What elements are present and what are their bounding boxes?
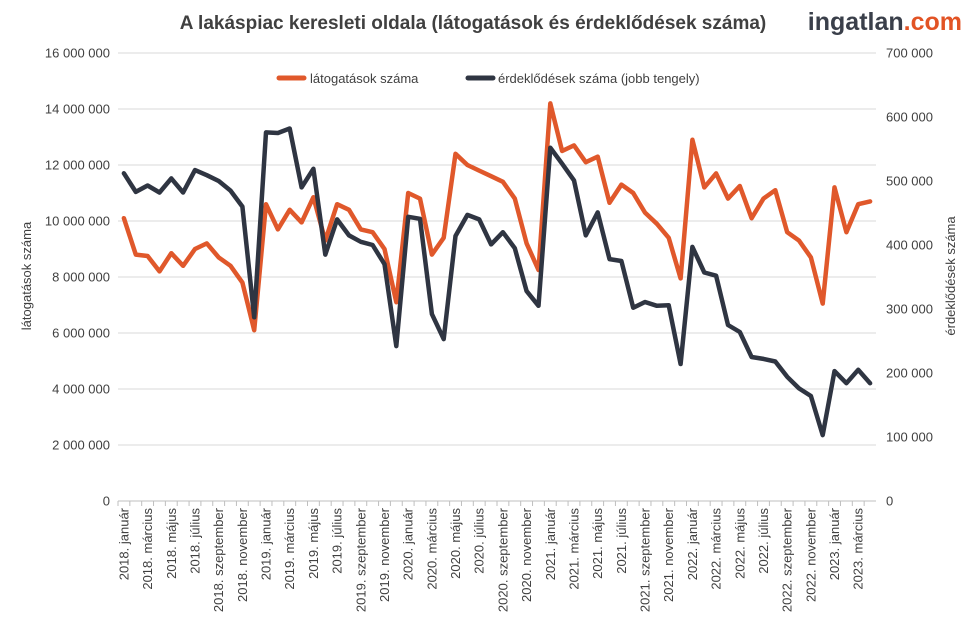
x-tick-label: 2021. január [543, 507, 558, 580]
x-tick-label: 2023. március [851, 508, 866, 590]
x-tick-label: 2020. március [424, 508, 439, 590]
y2-tick-label: 400 000 [886, 238, 933, 253]
x-axis-ticks: 2018. január 2018. március 2018. május 2018… [116, 501, 866, 612]
y-axis-right-ticks: 0 100 000 200 000 300 000 400 000 500 000 600 … [886, 46, 933, 509]
series-line-visits [121, 101, 873, 333]
x-tick-label: 2020. május [448, 508, 463, 579]
x-tick-label: 2019. január [259, 507, 274, 580]
x-tick-label: 2022. július [756, 508, 771, 574]
series-lines [121, 101, 873, 438]
y2-tick-label: 100 000 [886, 430, 933, 445]
y-axis-right-label: érdeklődések száma [943, 216, 958, 336]
x-tick-label: 2022. szeptember [780, 507, 795, 612]
x-tick-label: 2021. május [590, 508, 605, 579]
brand-logo: ingatlan.com [808, 8, 962, 36]
x-tick-label: 2018. május [164, 508, 179, 579]
chart-title: A lakáspiac keresleti oldala (látogatáso… [180, 13, 766, 34]
y-tick-label: 14 000 000 [45, 102, 110, 117]
y-tick-label: 0 [103, 494, 110, 509]
x-tick-label: 2023. január [827, 507, 842, 580]
x-tick-label: 2018. január [116, 507, 131, 580]
x-tick-label: 2021. július [614, 508, 629, 574]
y2-tick-label: 700 000 [886, 46, 933, 61]
x-tick-label: 2019. március [282, 508, 297, 590]
y-tick-label: 10 000 000 [45, 214, 110, 229]
x-tick-label: 2021. március [566, 508, 581, 590]
x-tick-label: 2019. november [377, 507, 392, 602]
x-tick-label: 2022. november [803, 507, 818, 602]
y2-tick-label: 300 000 [886, 302, 933, 317]
y2-tick-label: 200 000 [886, 366, 933, 381]
x-tick-label: 2020. november [519, 507, 534, 602]
y-tick-label: 16 000 000 [45, 46, 110, 61]
brand-logo-part2: .com [904, 8, 962, 36]
y-tick-label: 6 000 000 [52, 326, 110, 341]
x-tick-label: 2020. július [472, 508, 487, 574]
x-tick-label: 2020. január [401, 507, 416, 580]
brand-logo-part1: ingatlan [808, 8, 904, 36]
x-tick-label: 2018. július [187, 508, 202, 574]
x-tick-label: 2021. november [661, 507, 676, 602]
x-tick-label: 2022. január [685, 507, 700, 580]
x-tick-label: 2019. július [330, 508, 345, 574]
y-tick-label: 8 000 000 [52, 270, 110, 285]
x-tick-label: 2018. március [140, 508, 155, 590]
y2-tick-label: 600 000 [886, 110, 933, 125]
x-tick-label: 2019. szeptember [353, 507, 368, 612]
y-tick-label: 4 000 000 [52, 382, 110, 397]
y2-tick-label: 0 [886, 494, 893, 509]
legend-label-visits: látogatások száma [310, 71, 419, 86]
legend: látogatások száma érdeklődések száma (jo… [276, 71, 700, 86]
x-tick-label: 2022. március [709, 508, 724, 590]
series-line-inquiries [121, 126, 873, 438]
y-tick-label: 12 000 000 [45, 158, 110, 173]
x-tick-label: 2018. november [235, 507, 250, 602]
gridlines [118, 52, 876, 502]
legend-label-inquiries: érdeklődések száma (jobb tengely) [498, 71, 700, 86]
x-tick-label: 2022. május [732, 508, 747, 579]
y-axis-left-label: látogatások száma [19, 221, 34, 330]
y-axis-left-ticks: 0 2 000 000 4 000 000 6 000 000 8 000 000 10 … [45, 46, 110, 509]
y-tick-label: 2 000 000 [52, 438, 110, 453]
x-tick-label: 2021. szeptember [638, 507, 653, 612]
y2-tick-label: 500 000 [886, 174, 933, 189]
x-tick-label: 2018. szeptember [211, 507, 226, 612]
x-tick-label: 2019. május [306, 508, 321, 579]
x-tick-label: 2020. szeptember [495, 507, 510, 612]
